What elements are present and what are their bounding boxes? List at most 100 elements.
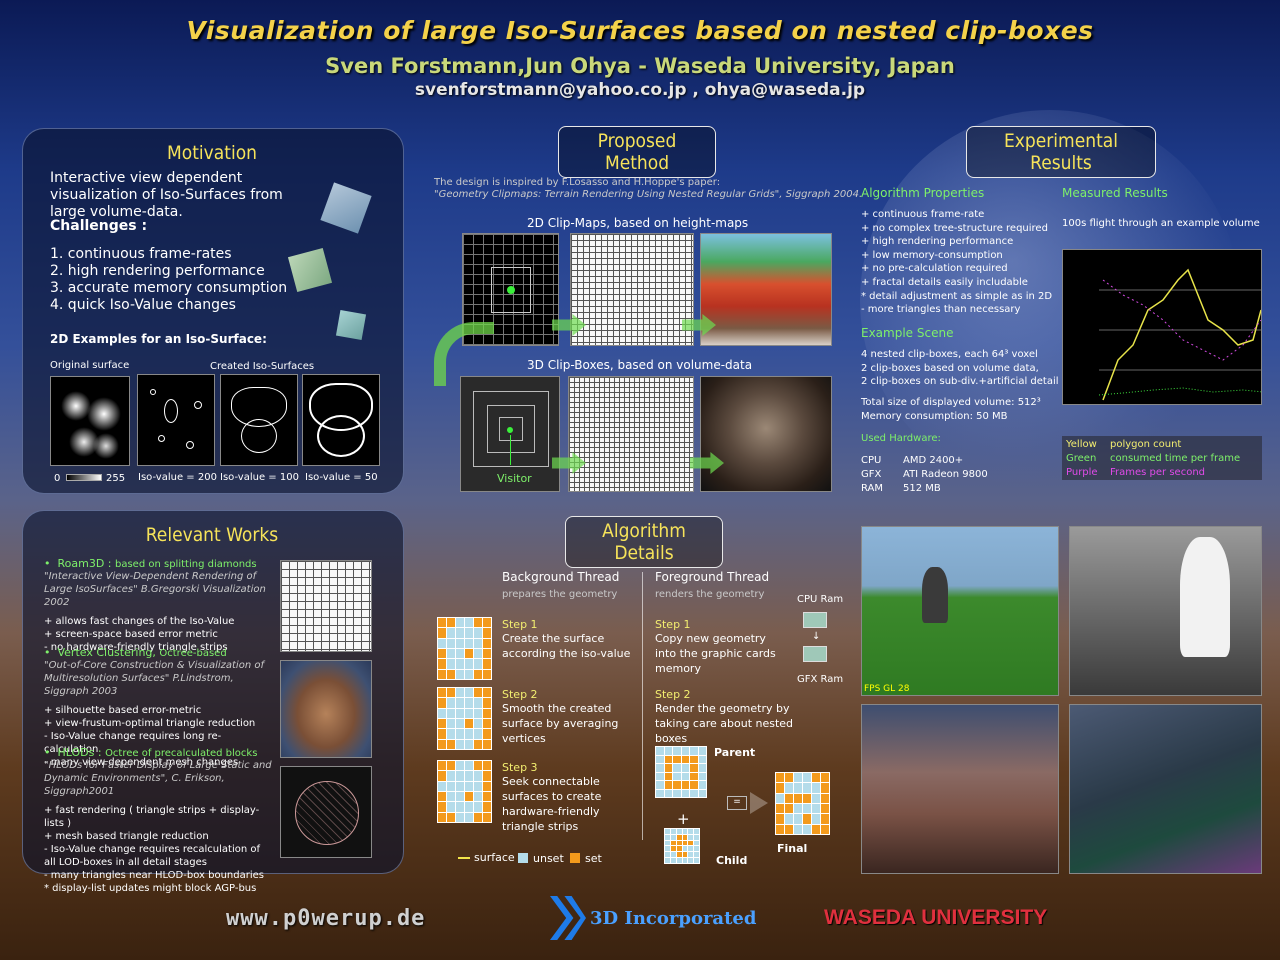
tile-cell — [803, 783, 811, 793]
tile-cell — [474, 781, 482, 791]
tile-cell — [483, 771, 491, 781]
tile-cell — [447, 688, 455, 698]
tile-cell — [698, 755, 706, 763]
bg-step-2: Step 2 Smooth the created surface by ave… — [502, 688, 637, 746]
tile-cell — [447, 771, 455, 781]
bullet: • — [44, 646, 58, 659]
property-item: + no complex tree-structure required — [861, 222, 1048, 234]
poster-title: Visualization of large Iso-Surfaces base… — [186, 16, 1094, 45]
tile-cell — [803, 793, 811, 803]
legend-desc: polygon count — [1110, 439, 1182, 450]
tile-cell — [776, 773, 784, 783]
tile-cell — [483, 781, 491, 791]
iso-100-image — [220, 374, 298, 466]
tile-cell — [688, 840, 694, 846]
tile-cell — [474, 729, 482, 739]
algorithm-details-title: Algorithm Details — [565, 516, 723, 568]
tile-cell — [698, 747, 706, 755]
legend-unset-swatch — [518, 853, 528, 863]
tile-cell — [665, 846, 670, 852]
step-text: Create the surface according the iso-val… — [502, 632, 631, 660]
step3-tile-grid — [437, 760, 492, 823]
used-hardware-title: Used Hardware: — [861, 433, 941, 444]
clipbox-wireframe-image — [568, 376, 694, 492]
tile-cell — [664, 747, 672, 755]
chart-legend: Yellow polygon count Green consumed time p… — [1062, 436, 1262, 480]
hw-value: ATI Radeon 9800 — [903, 469, 988, 480]
clipboxes-label: 3D Clip-Boxes, based on volume-data — [527, 358, 753, 372]
tile-cell — [438, 638, 446, 648]
tile-cell — [776, 803, 784, 814]
example-scene-lines: 4 nested clip-boxes, each 64³ voxel 2 cl… — [861, 348, 1059, 389]
hw-value: AMD 2400+ — [903, 455, 964, 466]
tile-cell — [438, 718, 446, 729]
arrow-to-final-icon — [750, 792, 768, 814]
experimental-results-title: Experimental Results — [966, 126, 1156, 178]
proposed-method-title: Proposed Method — [558, 126, 716, 178]
tile-cell — [456, 638, 464, 648]
tile-cell — [821, 814, 829, 824]
tile-cell — [673, 764, 681, 772]
tile-cell — [438, 729, 446, 739]
tile-cell — [438, 659, 446, 669]
relevant-point: + view-frustum-optimal triangle reductio… — [44, 718, 256, 729]
relevant-point: + screen-space based error metric — [44, 629, 218, 640]
tile-cell — [681, 747, 689, 755]
tile-cell — [438, 708, 446, 718]
tile-cell — [812, 814, 820, 824]
fg-step-2: Step 2 Render the geometry by taking car… — [655, 688, 805, 746]
tile-cell — [676, 834, 682, 840]
tile-cell — [465, 628, 473, 638]
tile-cell — [474, 761, 482, 771]
tile-cell — [447, 812, 455, 822]
hw-key: GFX — [861, 469, 882, 480]
tile-cell — [673, 747, 681, 755]
property-item: + low memory-consumption — [861, 249, 1003, 261]
example-scene-title: Example Scene — [861, 326, 954, 340]
step-text: Smooth the created surface by averaging … — [502, 702, 619, 745]
step-label: Step 2 — [655, 688, 691, 701]
gfx-ram-label: GFX Ram — [797, 674, 844, 685]
fg-thread-title: Foreground Thread — [655, 570, 770, 584]
step-label: Step 1 — [655, 618, 691, 631]
tile-cell — [812, 824, 820, 834]
property-item: - more triangles than necessary — [861, 304, 1021, 316]
tile-cell — [803, 824, 811, 834]
tile-cell — [785, 814, 793, 824]
challenges-list: 1. continuous frame-rates 2. high render… — [50, 246, 287, 314]
tile-cell — [665, 829, 670, 834]
tile-cell — [821, 793, 829, 803]
tile-cell — [456, 802, 464, 812]
cpu-ram-label: CPU Ram — [797, 594, 844, 605]
legend-desc: consumed time per frame — [1110, 453, 1241, 464]
tile-cell — [821, 803, 829, 814]
visitor-label: Visitor — [497, 472, 532, 485]
tile-cell — [456, 781, 464, 791]
tile-cell — [688, 852, 694, 858]
scene-line: 2 clip-boxes based on volume data, — [861, 362, 1039, 374]
scene-line: 2 clip-boxes on sub-div.+artificial deta… — [861, 376, 1059, 387]
tile-cell — [776, 824, 784, 834]
tile-cell — [656, 772, 664, 780]
tile-cell — [447, 708, 455, 718]
motivation-title: Motivation — [167, 142, 257, 164]
scale-max-label: 255 — [106, 473, 126, 484]
scene-line: 4 nested clip-boxes, each 64³ voxel — [861, 349, 1038, 360]
relevant-point: + fast rendering ( triangle strips + dis… — [44, 805, 260, 829]
tile-cell — [438, 791, 446, 802]
legend-desc: Frames per second — [1110, 467, 1205, 478]
tile-cell — [682, 834, 688, 840]
tile-cell — [698, 772, 706, 780]
tile-cell — [690, 747, 698, 755]
relevant-item-vertex-clustering: • Vertex Clustering, Octree-based "Out-o… — [44, 646, 274, 769]
tile-cell — [474, 718, 482, 729]
tile-cell — [673, 781, 681, 789]
tile-cell — [483, 628, 491, 638]
tile-cell — [682, 829, 688, 834]
clipmap-wireframe-image — [570, 233, 694, 346]
proposed-inspired: The design is inspired by F.Losasso and … — [434, 177, 721, 188]
tile-cell — [688, 829, 694, 834]
challenge-item: 4. quick Iso-Value changes — [50, 297, 236, 313]
algorithm-properties-list: + continuous frame-rate + no complex tre… — [861, 208, 1052, 317]
volume-size-lines: Total size of displayed volume: 512³ Mem… — [861, 396, 1041, 423]
